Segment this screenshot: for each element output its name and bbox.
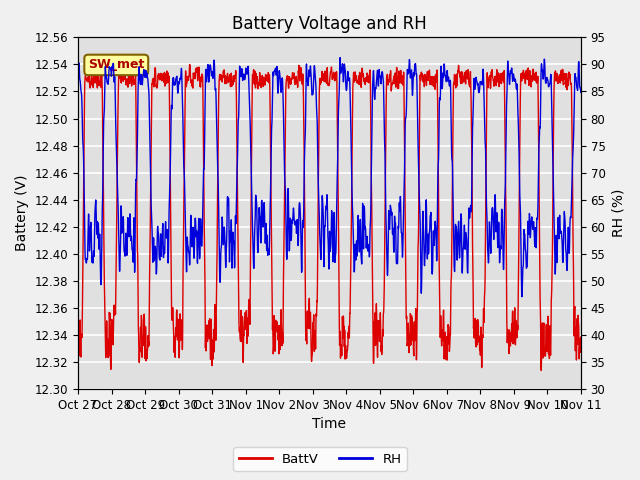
Legend: BattV, RH: BattV, RH [234, 447, 406, 471]
RH [547, 72, 555, 77]
RH [344, 69, 351, 74]
Title: Battery Voltage and RH: Battery Voltage and RH [232, 15, 427, 33]
RH [74, 79, 82, 85]
Text: SW_met: SW_met [88, 59, 145, 72]
Y-axis label: RH (%): RH (%) [611, 189, 625, 238]
BattV [538, 368, 545, 373]
Line: RH: RH [78, 58, 581, 297]
RH [214, 181, 222, 187]
RH [336, 55, 344, 60]
BattV [355, 73, 362, 79]
BattV [74, 363, 82, 369]
BattV [214, 112, 222, 118]
BattV [547, 346, 555, 351]
RH [577, 90, 585, 96]
BattV [532, 80, 540, 85]
BattV [577, 334, 585, 340]
BattV [344, 343, 351, 349]
BattV [186, 61, 194, 67]
Line: BattV: BattV [78, 64, 581, 371]
Y-axis label: Battery (V): Battery (V) [15, 175, 29, 252]
RH [355, 229, 362, 235]
RH [476, 89, 483, 95]
RH [518, 294, 526, 300]
X-axis label: Time: Time [312, 418, 346, 432]
RH [533, 217, 541, 223]
BattV [476, 335, 483, 340]
